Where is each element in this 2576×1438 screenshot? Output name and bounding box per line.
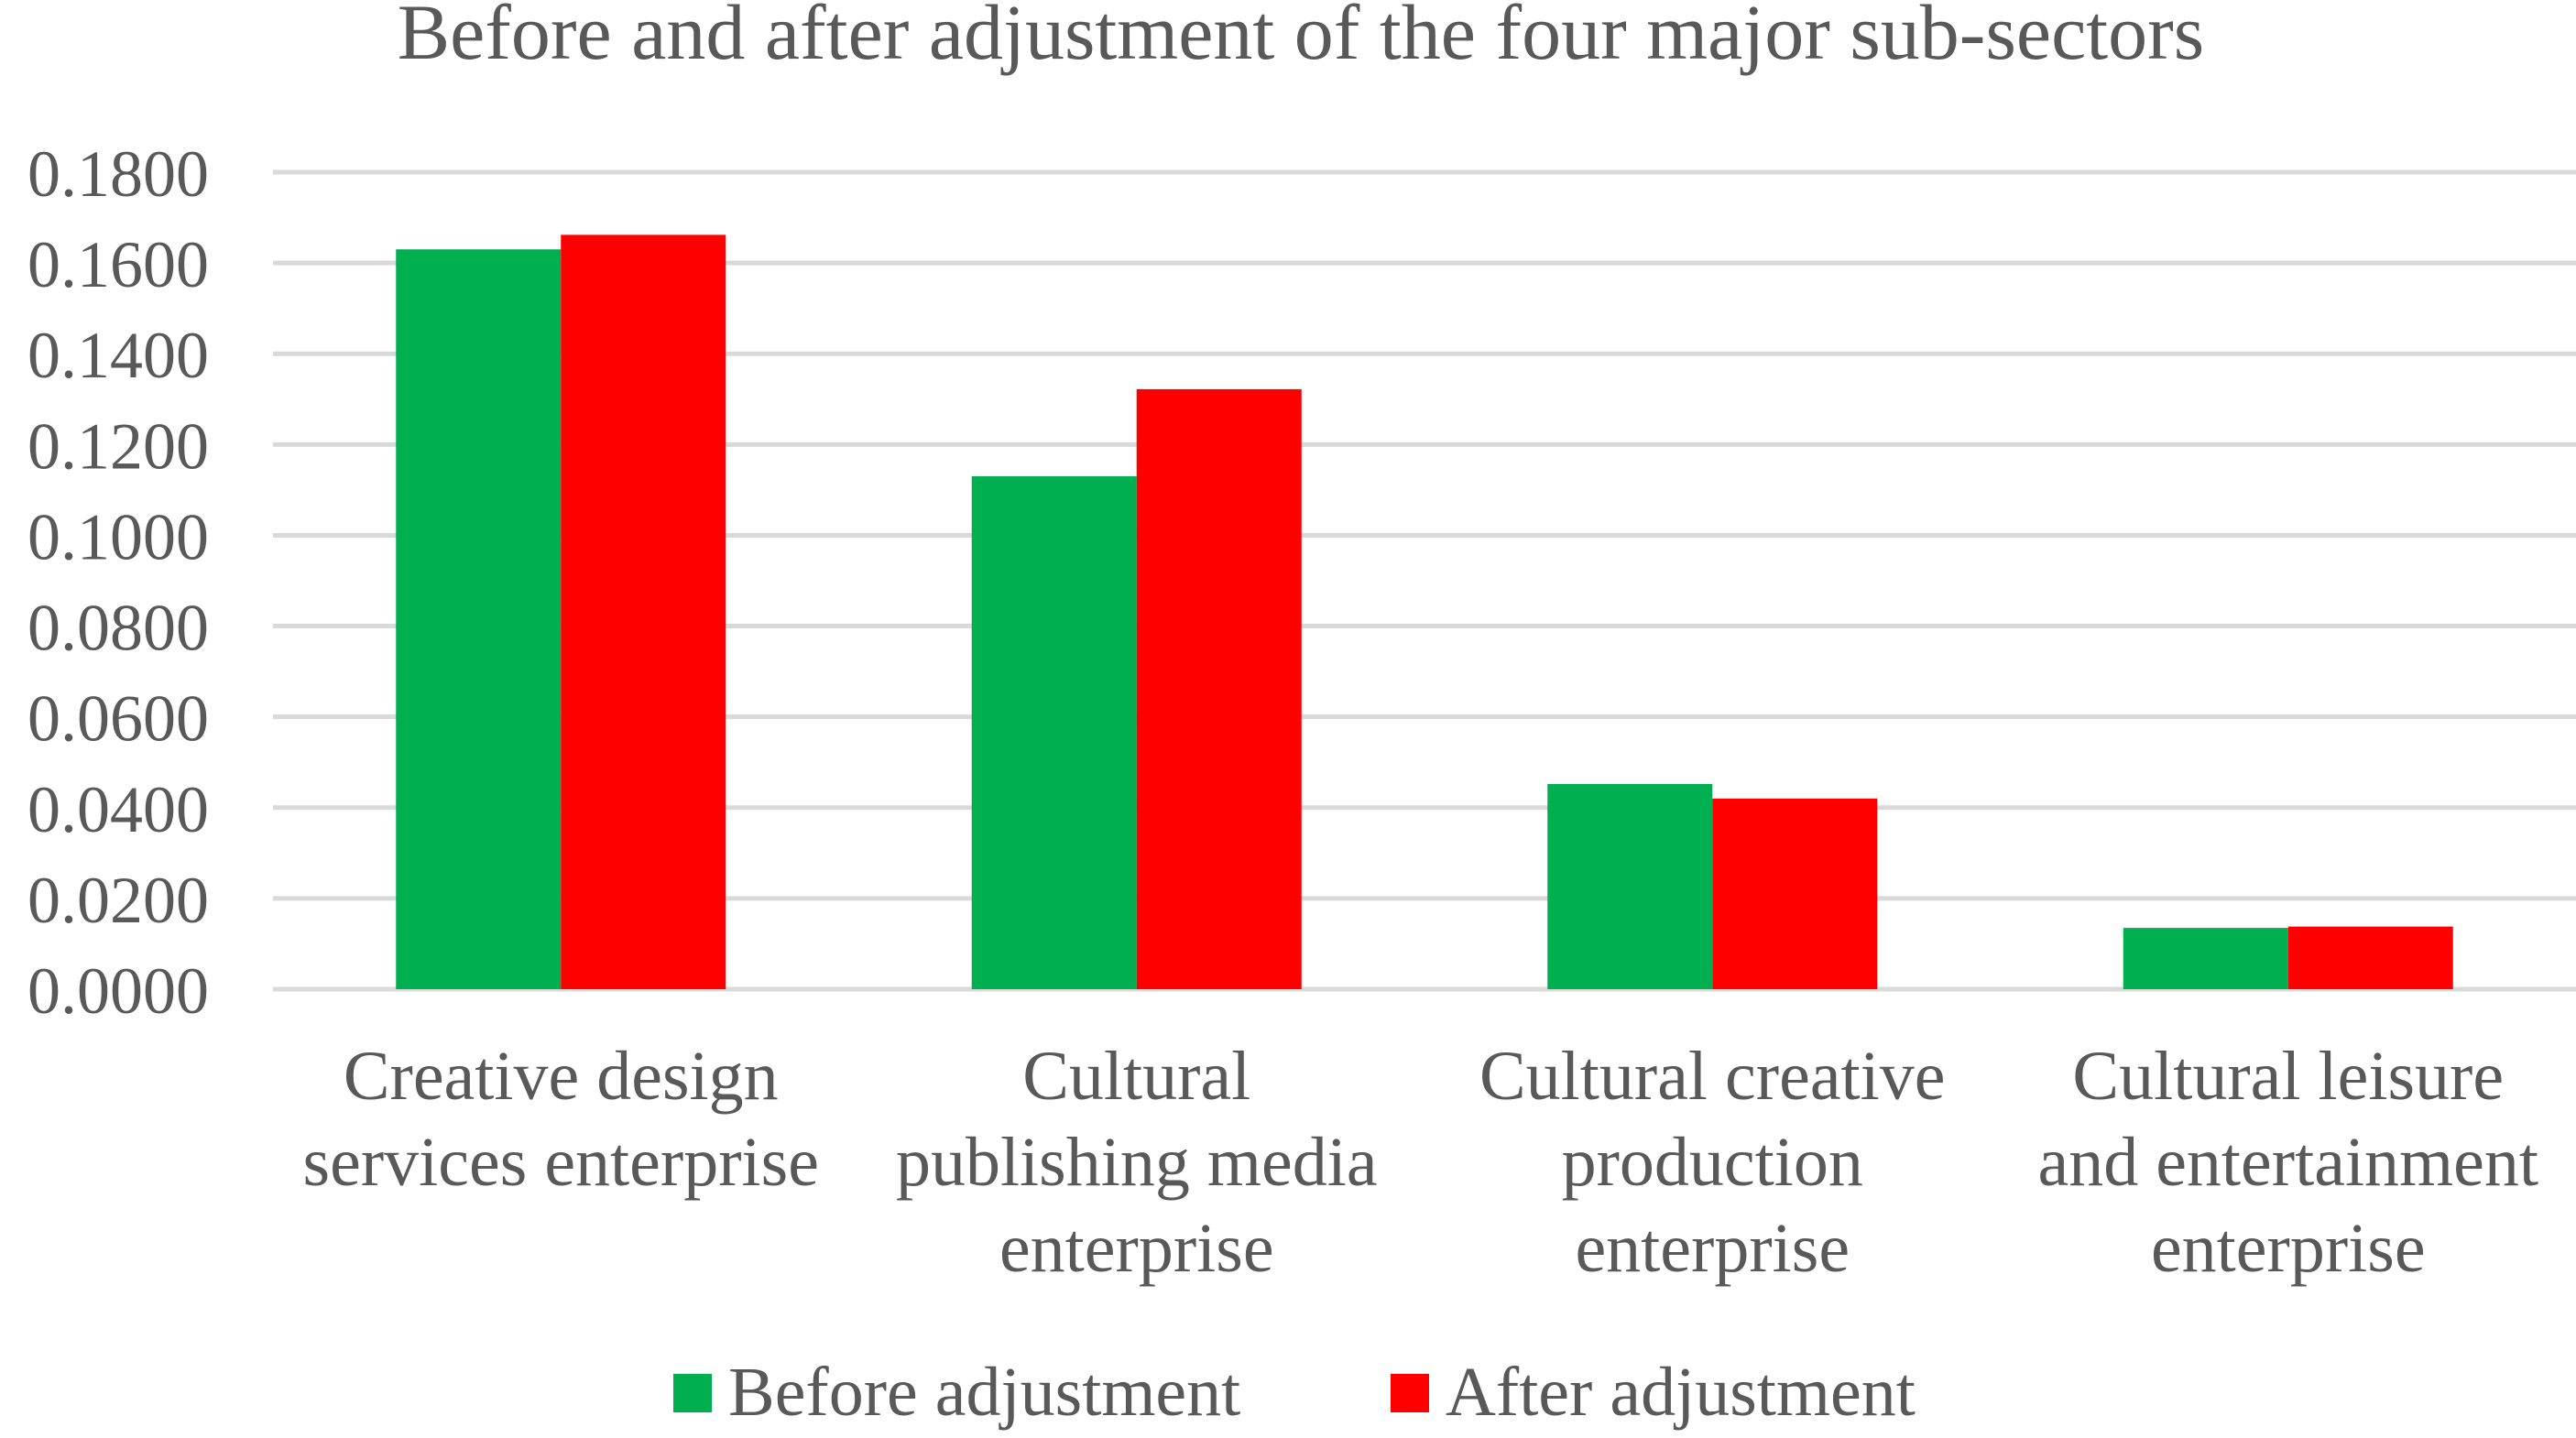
y-tick-label: 0.1400 — [27, 319, 209, 392]
bar-after-1 — [1136, 388, 1302, 989]
legend-swatch-after — [1391, 1374, 1429, 1412]
y-tick-label: 0.1800 — [27, 137, 209, 211]
x-category-label: and entertainment — [2037, 1124, 2538, 1201]
y-tick-label: 0.1600 — [27, 228, 209, 301]
bar-before-0 — [396, 249, 562, 989]
x-category-label: production — [1562, 1124, 1863, 1201]
x-category-label: Creative design — [344, 1038, 779, 1115]
bar-before-1 — [971, 476, 1137, 989]
y-tick-label: 0.0800 — [27, 592, 209, 665]
bar-before-2 — [1547, 784, 1713, 989]
y-tick-label: 0.0200 — [27, 864, 209, 937]
x-category-label: enterprise — [1575, 1210, 1850, 1287]
legend-label-before: Before adjustment — [728, 1354, 1240, 1431]
bar-after-2 — [1712, 798, 1878, 989]
bars — [396, 234, 2453, 989]
bar-after-3 — [2287, 926, 2453, 989]
bar-before-3 — [2123, 928, 2288, 989]
x-category-label: services enterprise — [303, 1124, 819, 1201]
legend-swatch-before — [673, 1374, 712, 1412]
x-category-label: Cultural leisure — [2072, 1038, 2504, 1115]
y-tick-label: 0.1000 — [27, 500, 209, 573]
y-tick-label: 0.0600 — [27, 682, 209, 756]
legend: Before adjustment After adjustment — [673, 1354, 1916, 1431]
chart-title: Before and after adjustment of the four … — [398, 0, 2205, 76]
x-category-label: Cultural — [1022, 1038, 1250, 1115]
y-axis-tick-labels: 0.0000 0.0200 0.0400 0.0600 0.0800 0.1000 0.12… — [27, 137, 209, 1028]
x-category-label: Cultural creative — [1479, 1038, 1946, 1115]
x-category-label: enterprise — [999, 1210, 1274, 1287]
y-tick-label: 0.1200 — [27, 409, 209, 483]
y-tick-label: 0.0000 — [27, 954, 209, 1028]
x-axis-category-labels: Creative design services enterprise Cultur… — [303, 1038, 2538, 1287]
y-tick-label: 0.0400 — [27, 773, 209, 846]
x-category-label: publishing media — [896, 1124, 1378, 1201]
x-category-label: enterprise — [2151, 1210, 2426, 1287]
legend-label-after: After adjustment — [1446, 1354, 1916, 1431]
bar-after-0 — [561, 234, 726, 989]
